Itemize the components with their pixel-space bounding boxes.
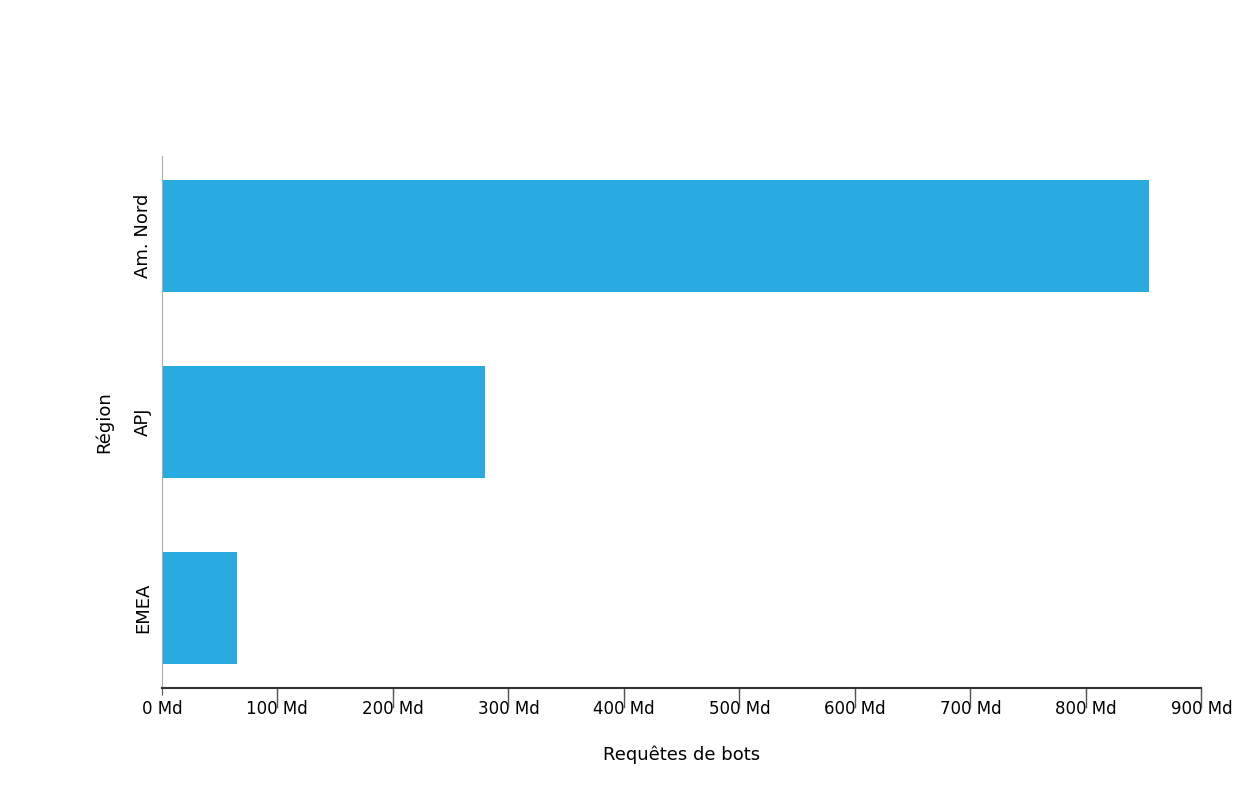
Bar [162,366,486,478]
Text: Akamai: Akamai [1091,50,1206,78]
Text: Du 1er janvier 2023 au 30 juin 2024: Du 1er janvier 2023 au 30 juin 2024 [31,87,385,106]
Bar [162,180,1149,292]
Text: Jeux vidéo : Demandes de bot par région: Jeux vidéo : Demandes de bot par région [31,25,732,55]
Y-axis label: Région: Région [95,391,113,453]
Bar [162,552,237,664]
X-axis label: Requêtes de bots: Requêtes de bots [603,746,761,764]
